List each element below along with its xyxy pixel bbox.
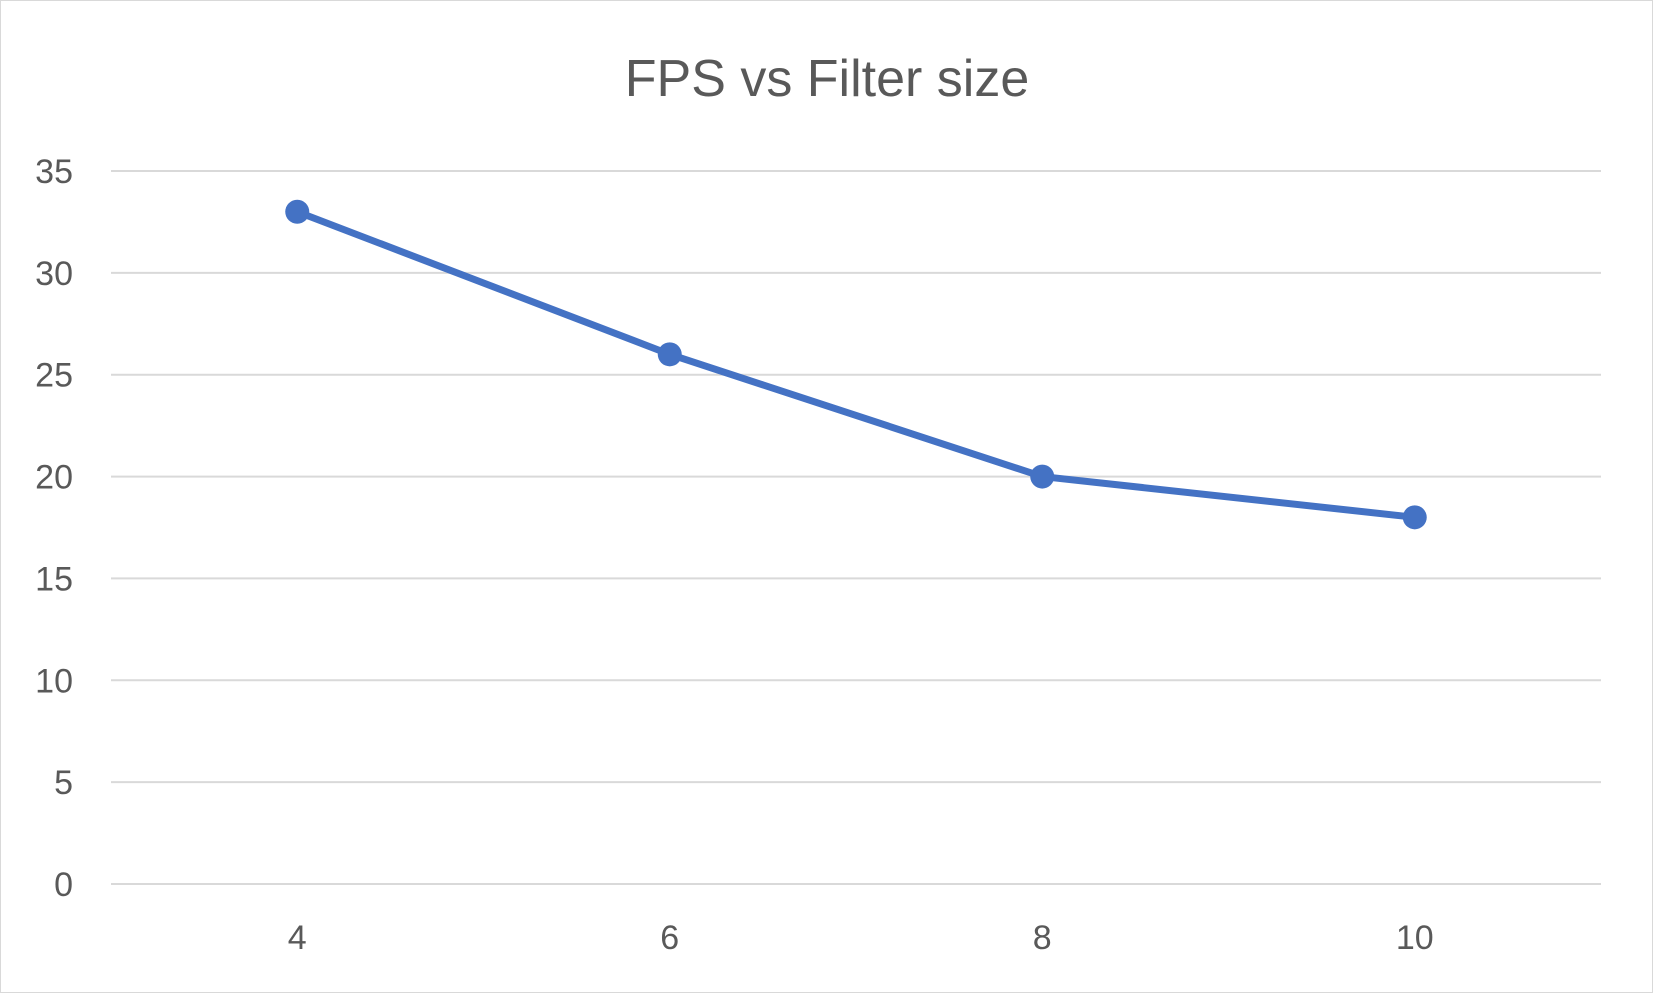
x-axis-tick-labels: 4 6 8 10: [288, 919, 1434, 957]
y-tick-label: 25: [35, 357, 73, 395]
data-point: [1402, 505, 1427, 530]
y-tick-label: 35: [35, 153, 73, 191]
y-tick-label: 0: [54, 866, 73, 904]
series-line: [293, 208, 1419, 521]
x-tick-label: 10: [1396, 919, 1434, 957]
series-group: [285, 199, 1427, 530]
data-point: [657, 342, 682, 367]
y-tick-label: 30: [35, 255, 73, 293]
y-tick-label: 20: [35, 459, 73, 497]
x-tick-label: 4: [288, 919, 307, 957]
y-tick-label: 5: [54, 764, 73, 802]
y-tick-label: 15: [35, 560, 73, 598]
y-tick-label: 10: [35, 662, 73, 700]
x-tick-label: 6: [660, 919, 679, 957]
chart-title: FPS vs Filter size: [625, 50, 1030, 108]
gridlines: [111, 170, 1601, 885]
y-axis-tick-labels: 0 5 10 15 20 25 30 35: [35, 153, 73, 904]
x-tick-label: 8: [1033, 919, 1052, 957]
data-point: [1030, 464, 1055, 489]
data-point: [285, 199, 310, 224]
